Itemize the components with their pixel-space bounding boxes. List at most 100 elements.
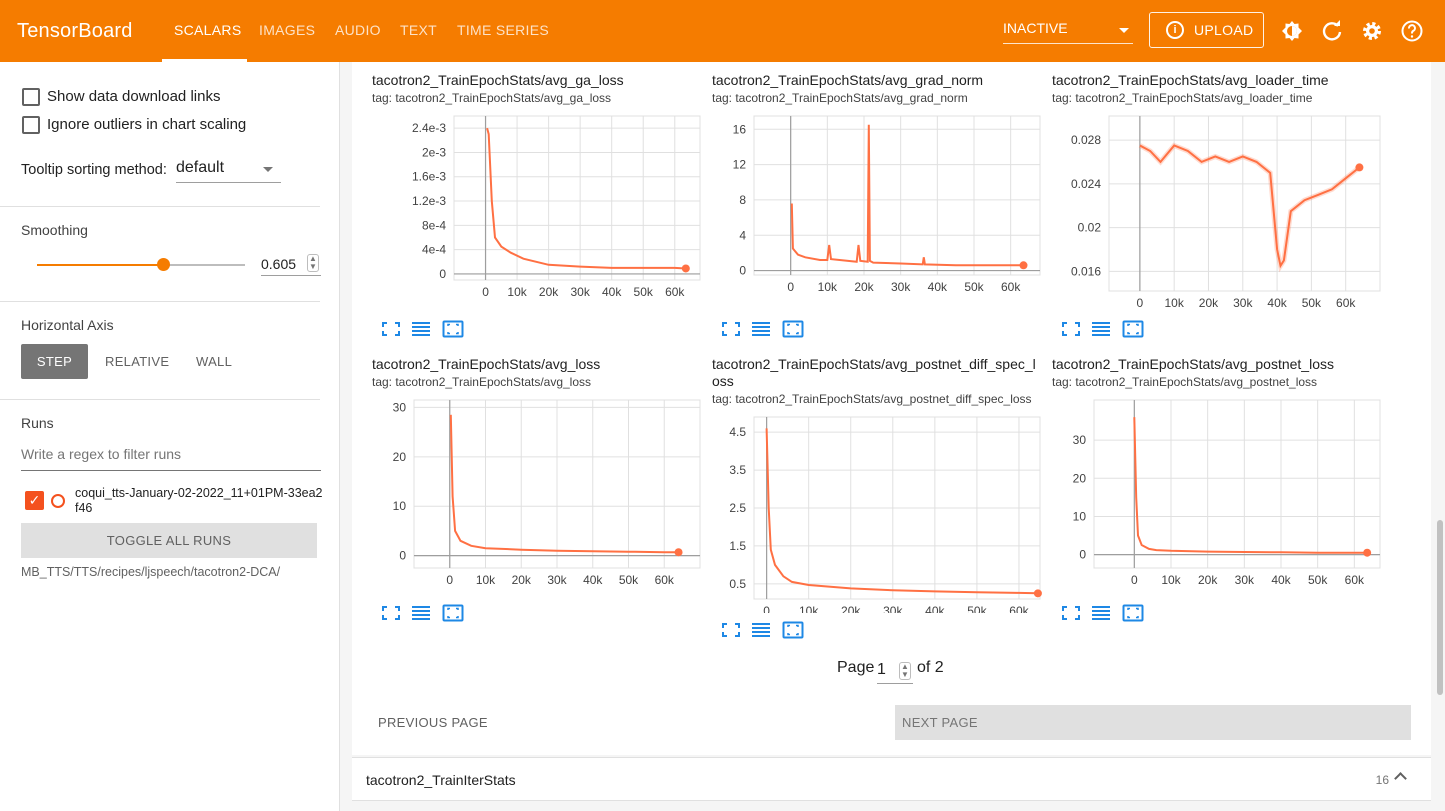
show-download-links-checkbox[interactable] bbox=[22, 88, 40, 106]
line-chart[interactable]: 0 10k 20k 30k 40k 50k 60k 0.016 0.02 0.024 0.028 bbox=[1052, 112, 1382, 312]
tooltip-sorting-select[interactable]: default bbox=[176, 159, 281, 183]
toggle-log-scale-icon[interactable] bbox=[410, 604, 432, 622]
ignore-outliers-label: Ignore outliers in chart scaling bbox=[47, 116, 247, 133]
y-tick-label: 4e-4 bbox=[422, 243, 446, 257]
y-tick-label: 4.5 bbox=[729, 425, 746, 439]
scalar-card: tacotron2_TrainEpochStats/avg_loss tag: t… bbox=[372, 356, 712, 626]
runs-label: Runs bbox=[21, 415, 54, 431]
series-line bbox=[486, 127, 686, 270]
fit-domain-icon[interactable] bbox=[782, 621, 804, 639]
x-tick-label: 10k bbox=[507, 285, 527, 299]
x-tick-label: 50k bbox=[619, 573, 639, 587]
axis-step-button[interactable]: STEP bbox=[21, 344, 88, 379]
line-chart[interactable]: 0 10k 20k 30k 40k 50k 60k 0.5 1.5 2.5 3.5 4.5 bbox=[712, 413, 1042, 613]
previous-page-button[interactable]: PREVIOUS PAGE bbox=[378, 715, 488, 730]
axis-wall-button[interactable]: WALL bbox=[196, 354, 233, 369]
smoothing-input-value: 0.605 bbox=[261, 256, 297, 272]
x-tick-label: 50k bbox=[1308, 573, 1328, 587]
upload-button[interactable]: i UPLOAD bbox=[1149, 12, 1264, 48]
fit-domain-icon[interactable] bbox=[442, 320, 464, 338]
runs-filter-input[interactable]: Write a regex to filter runs bbox=[21, 446, 321, 471]
chevron-up-icon[interactable] bbox=[1394, 772, 1407, 785]
card-tag: tag: tacotron2_TrainEpochStats/avg_postn… bbox=[1052, 375, 1318, 389]
x-tick-label: 40k bbox=[925, 604, 945, 613]
line-chart[interactable]: 0 10k 20k 30k 40k 50k 60k 0 4 8 12 16 bbox=[712, 112, 1042, 312]
x-tick-label: 60k bbox=[1336, 296, 1356, 310]
toggle-log-scale-icon[interactable] bbox=[410, 320, 432, 338]
reload-icon[interactable] bbox=[1320, 19, 1344, 43]
card-tag: tag: tacotron2_TrainEpochStats/avg_ga_lo… bbox=[372, 91, 612, 105]
spinner-icon[interactable]: ▲ ▼ bbox=[899, 662, 911, 680]
toggle-log-scale-icon[interactable] bbox=[750, 320, 772, 338]
run-color-icon[interactable] bbox=[51, 494, 65, 508]
plugin-selector-value: INACTIVE bbox=[1003, 20, 1068, 36]
fit-domain-icon[interactable] bbox=[782, 320, 804, 338]
tab-time-series[interactable]: TIME SERIES bbox=[457, 22, 549, 38]
divider bbox=[0, 301, 320, 302]
tab-scalars[interactable]: SCALARS bbox=[174, 22, 242, 38]
x-tick-label: 50k bbox=[634, 285, 654, 299]
fullscreen-icon[interactable] bbox=[720, 320, 742, 338]
scalar-card: tacotron2_TrainEpochStats/avg_grad_norm t… bbox=[712, 72, 1052, 342]
tab-audio[interactable]: AUDIO bbox=[335, 22, 381, 38]
card-title: tacotron2_TrainEpochStats/avg_ga_loss bbox=[372, 72, 624, 88]
fullscreen-icon[interactable] bbox=[380, 604, 402, 622]
toggle-log-scale-icon[interactable] bbox=[750, 621, 772, 639]
ignore-outliers-checkbox[interactable] bbox=[22, 116, 40, 134]
y-tick-label: 0 bbox=[439, 267, 446, 281]
toggle-log-scale-icon[interactable] bbox=[1090, 320, 1112, 338]
card-tag: tag: tacotron2_TrainEpochStats/avg_loade… bbox=[1052, 91, 1313, 105]
x-tick-label: 0 bbox=[1137, 296, 1144, 310]
fit-domain-icon[interactable] bbox=[1122, 604, 1144, 622]
scrollbar[interactable] bbox=[1437, 520, 1443, 695]
tooltip-sorting-label: Tooltip sorting method: bbox=[21, 162, 167, 178]
x-tick-label: 0 bbox=[446, 573, 453, 587]
smoothing-input[interactable]: 0.605 ▲ ▼ bbox=[261, 252, 321, 276]
x-tick-label: 50k bbox=[967, 604, 987, 613]
card-tag: tag: tacotron2_TrainEpochStats/avg_postn… bbox=[712, 392, 1032, 406]
fullscreen-icon[interactable] bbox=[380, 320, 402, 338]
fullscreen-icon[interactable] bbox=[720, 621, 742, 639]
x-tick-label: 10k bbox=[799, 604, 819, 613]
toggle-all-runs-button[interactable]: TOGGLE ALL RUNS bbox=[21, 523, 317, 558]
toggle-log-scale-icon[interactable] bbox=[1090, 604, 1112, 622]
fullscreen-icon[interactable] bbox=[1060, 604, 1082, 622]
tab-text[interactable]: TEXT bbox=[400, 22, 437, 38]
tab-images[interactable]: IMAGES bbox=[259, 22, 316, 38]
y-tick-label: 10 bbox=[393, 499, 407, 513]
y-tick-label: 0 bbox=[1079, 548, 1086, 562]
x-tick-label: 40k bbox=[928, 280, 948, 294]
divider bbox=[0, 399, 320, 400]
group-count: 16 bbox=[1375, 773, 1389, 787]
fit-domain-icon[interactable] bbox=[442, 604, 464, 622]
y-tick-label: 16 bbox=[733, 122, 747, 136]
line-chart[interactable]: 0 10k 20k 30k 40k 50k 60k 0 10 20 30 bbox=[1052, 396, 1382, 596]
smoothing-slider-thumb[interactable] bbox=[157, 258, 170, 271]
line-chart[interactable]: 0 10k 20k 30k 40k 50k 60k 0 4e-4 8e-4 1.2e-3 1.6e-3… bbox=[372, 112, 702, 312]
fullscreen-icon[interactable] bbox=[1060, 320, 1082, 338]
y-tick-label: 3.5 bbox=[729, 463, 746, 477]
chart-grid bbox=[753, 115, 1041, 276]
plugin-selector[interactable]: INACTIVE bbox=[1003, 20, 1133, 44]
y-tick-label: 20 bbox=[1073, 471, 1087, 485]
help-icon[interactable] bbox=[1400, 19, 1424, 43]
top-app-bar: TensorBoard SCALARS IMAGES AUDIO TEXT TI… bbox=[0, 0, 1445, 62]
axis-relative-button[interactable]: RELATIVE bbox=[105, 354, 170, 369]
run-checkbox[interactable]: ✓ bbox=[25, 491, 44, 510]
series-line bbox=[765, 428, 1038, 595]
theme-toggle-icon[interactable] bbox=[1280, 19, 1304, 43]
y-tick-label: 0.02 bbox=[1078, 221, 1102, 235]
y-tick-label: 1.6e-3 bbox=[412, 170, 446, 184]
x-tick-label: 60k bbox=[1001, 280, 1021, 294]
x-tick-label: 20k bbox=[512, 573, 532, 587]
line-chart[interactable]: 0 10k 20k 30k 40k 50k 60k 0 10 20 30 bbox=[372, 396, 702, 596]
spinner-icon[interactable]: ▲ ▼ bbox=[307, 254, 319, 272]
category-group-header[interactable]: tacotron2_TrainIterStats 16 bbox=[352, 757, 1431, 801]
page-number-input[interactable]: 1 ▲ ▼ bbox=[877, 658, 913, 684]
x-tick-label: 60k bbox=[665, 285, 685, 299]
fit-domain-icon[interactable] bbox=[1122, 320, 1144, 338]
horizontal-axis-label: Horizontal Axis bbox=[21, 317, 114, 333]
settings-gear-icon[interactable] bbox=[1360, 19, 1384, 43]
next-page-button[interactable]: NEXT PAGE bbox=[895, 705, 1411, 740]
